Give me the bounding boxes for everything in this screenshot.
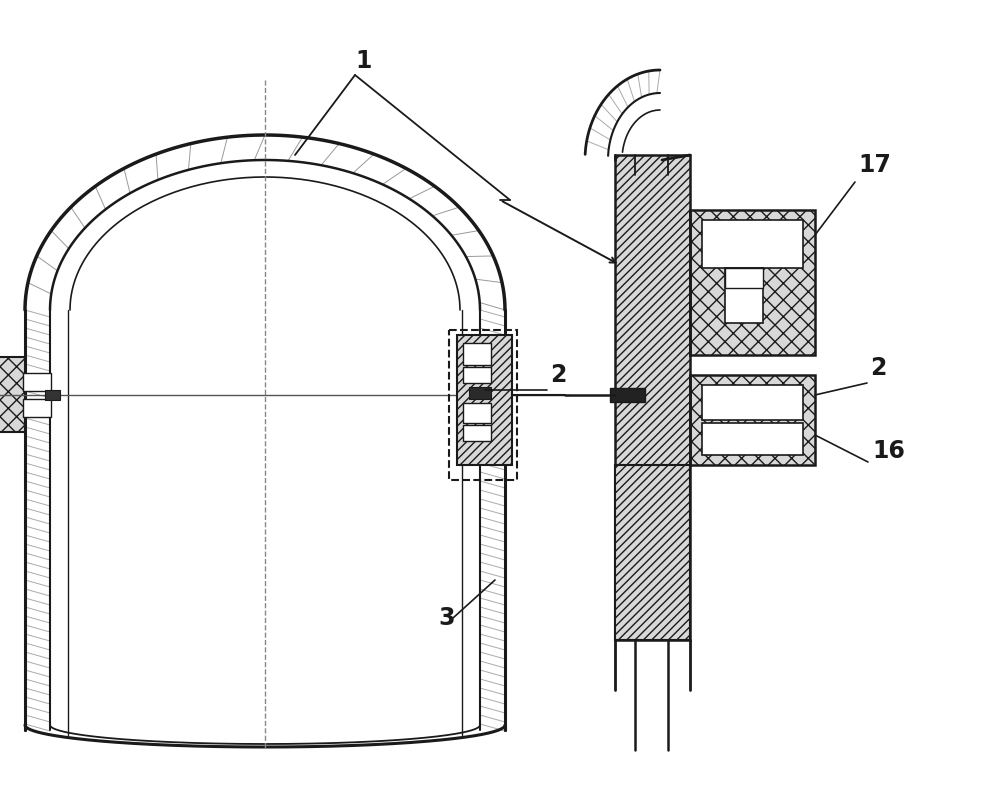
Bar: [23, 373, 51, 391]
Bar: [702, 220, 803, 268]
Text: 2: 2: [550, 363, 566, 387]
Bar: [463, 403, 491, 423]
Bar: [469, 387, 491, 399]
Bar: [457, 335, 512, 465]
Bar: [610, 388, 645, 402]
Bar: [0, 357, 25, 432]
Bar: [702, 423, 803, 455]
Bar: [690, 375, 815, 465]
Bar: [615, 465, 690, 640]
Bar: [690, 210, 815, 355]
Bar: [463, 367, 491, 383]
Bar: [463, 425, 491, 441]
Bar: [702, 385, 803, 420]
Bar: [463, 343, 491, 365]
Text: 16: 16: [872, 439, 905, 463]
Bar: [45, 390, 60, 400]
Bar: [615, 155, 690, 640]
Bar: [23, 399, 51, 417]
Bar: [725, 268, 763, 288]
Text: 17: 17: [858, 153, 891, 177]
Text: 3: 3: [438, 606, 454, 630]
Text: 1: 1: [355, 49, 371, 73]
Bar: [449, 330, 517, 480]
Bar: [725, 268, 763, 323]
Text: 2: 2: [870, 356, 886, 380]
